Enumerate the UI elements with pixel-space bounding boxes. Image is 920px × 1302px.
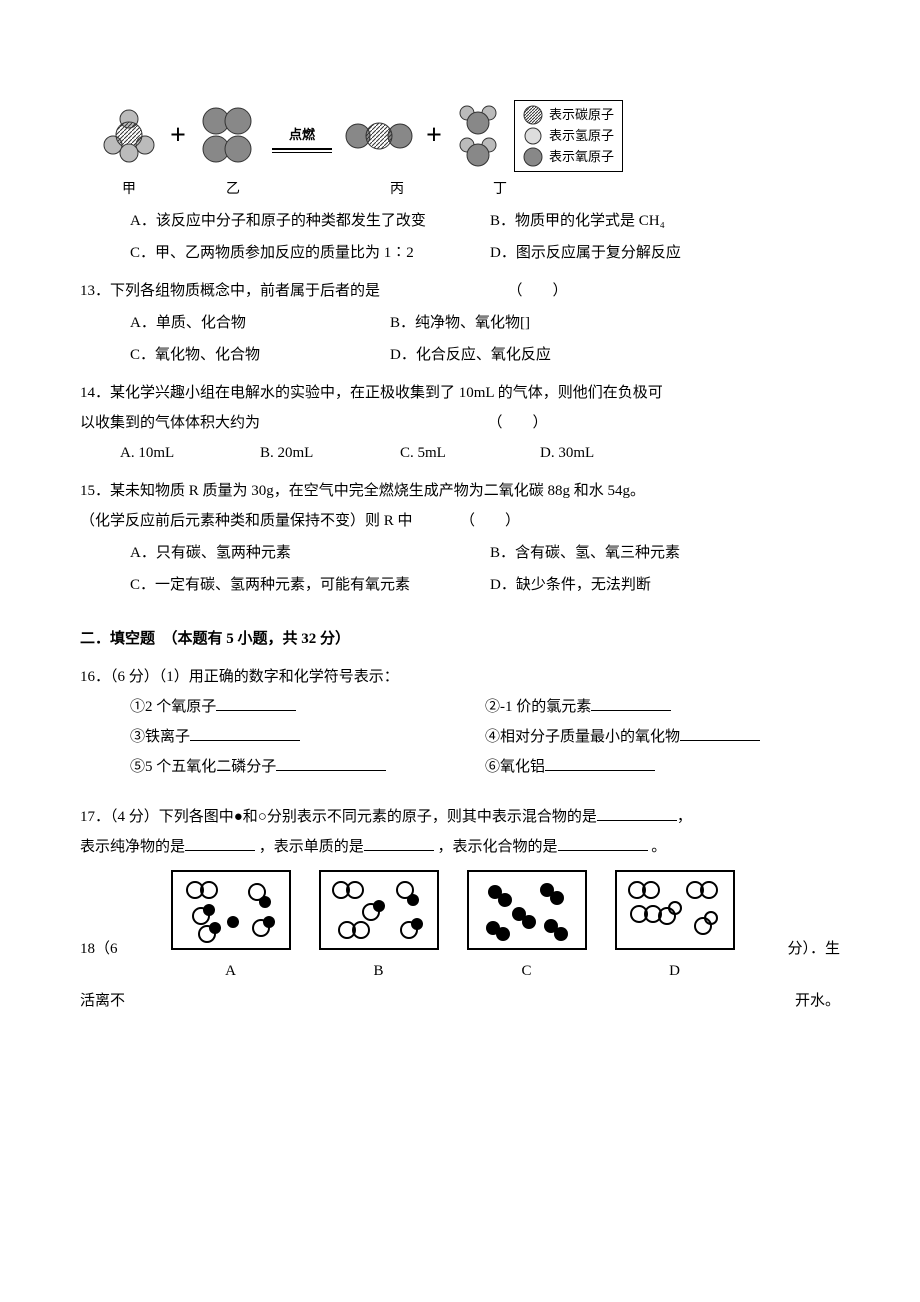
molecule-labels: 甲 乙 丙 丁 bbox=[80, 176, 840, 204]
q15-opt-c: C．一定有碳、氢两种元素，可能有氧元素 bbox=[130, 570, 490, 600]
q16-blank3[interactable] bbox=[190, 723, 300, 741]
q12-opt-d: D．图示反应属于复分解反应 bbox=[490, 238, 681, 268]
hydrogen-atom-icon bbox=[523, 126, 543, 146]
q16-i2: ②-1 价的氯元素 bbox=[485, 699, 591, 715]
q16-i1: ①2 个氧原子 bbox=[130, 699, 216, 715]
diagram-b-label: B bbox=[373, 956, 383, 986]
legend-box: 表示碳原子 表示氢原子 表示氧原子 bbox=[514, 100, 623, 172]
molecule-ding bbox=[454, 105, 502, 167]
q18-prefix: 18（6 bbox=[80, 934, 118, 986]
q14-stem-1: 14．某化学兴趣小组在电解水的实验中，在正极收集到了 10mL 的气体，则他们在… bbox=[80, 378, 840, 408]
q14-opt-b: B. 20mL bbox=[260, 438, 400, 468]
q16-i5: ⑤5 个五氧化二磷分子 bbox=[130, 759, 276, 775]
q16: 16．（6 分）（1）用正确的数字和化学符号表示： ①2 个氧原子 ②-1 价的… bbox=[80, 662, 840, 782]
h2o-double-icon bbox=[454, 105, 502, 167]
diagram-c-label: C bbox=[521, 956, 531, 986]
q18-line2a: 活离不 bbox=[80, 986, 125, 1016]
molecule-bing bbox=[344, 118, 414, 154]
diagram-d: D bbox=[615, 870, 735, 986]
legend-hydrogen: 表示氢原子 bbox=[549, 126, 614, 147]
q15: 15．某未知物质 R 质量为 30g，在空气中完全燃烧生成产物为二氧化碳 88g… bbox=[80, 476, 840, 600]
diagram-d-label: D bbox=[669, 956, 680, 986]
co2-icon bbox=[344, 118, 414, 154]
element-d-icon bbox=[617, 872, 733, 948]
diagram-c: C bbox=[467, 870, 587, 986]
q14-opt-a: A. 10mL bbox=[120, 438, 260, 468]
q13: 13．下列各组物质概念中，前者属于后者的是 （ ） A．单质、化合物 B．纯净物… bbox=[80, 276, 840, 370]
diagram-a-label: A bbox=[225, 956, 236, 986]
q17-blank2[interactable] bbox=[185, 833, 255, 851]
q12-opt-a: A．该反应中分子和原子的种类都发生了改变 bbox=[130, 206, 490, 236]
q13-opt-c: C．氧化物、化合物 bbox=[130, 340, 390, 370]
q14: 14．某化学兴趣小组在电解水的实验中，在正极收集到了 10mL 的气体，则他们在… bbox=[80, 378, 840, 468]
q18-row1: 18（6 A bbox=[80, 870, 840, 986]
q16-stem: 16．（6 分）（1）用正确的数字和化学符号表示： bbox=[80, 662, 840, 692]
q13-opt-b: B．纯净物、氧化物[] bbox=[390, 308, 530, 338]
q16-i3: ③铁离子 bbox=[130, 729, 190, 745]
q17-blank1[interactable] bbox=[597, 803, 677, 821]
q17-comma1: ， bbox=[677, 809, 692, 825]
q17-blank3[interactable] bbox=[364, 833, 434, 851]
plus-sign-2: + bbox=[426, 108, 442, 164]
q13-stem: 13．下列各组物质概念中，前者属于后者的是 bbox=[80, 283, 380, 299]
legend-oxygen: 表示氧原子 bbox=[549, 147, 614, 168]
q16-blank2[interactable] bbox=[591, 693, 671, 711]
q16-blank4[interactable] bbox=[680, 723, 760, 741]
q16-blank1[interactable] bbox=[216, 693, 296, 711]
q12-opt-b: B．物质甲的化学式是 CH₄ bbox=[490, 206, 665, 236]
q17-blank4[interactable] bbox=[558, 833, 648, 851]
q15-opt-b: B．含有碳、氢、氧三种元素 bbox=[490, 538, 680, 568]
q13-paren: （ ） bbox=[508, 276, 568, 306]
label-jia: 甲 bbox=[100, 176, 158, 204]
q18-suffix1: 分）．生 bbox=[787, 934, 840, 986]
q12-opt-c: C．甲、乙两物质参加反应的质量比为 1∶2 bbox=[130, 238, 490, 268]
q14-opt-c: C. 5mL bbox=[400, 438, 540, 468]
plus-sign: + bbox=[170, 108, 186, 164]
ch4-icon bbox=[100, 107, 158, 165]
q16-blank5[interactable] bbox=[276, 753, 386, 771]
q17-diagrams: A B bbox=[118, 870, 788, 986]
q13-opt-d: D．化合反应、氧化反应 bbox=[390, 340, 551, 370]
reaction-arrow: 点燃 bbox=[272, 122, 332, 150]
q13-opt-a: A．单质、化合物 bbox=[130, 308, 390, 338]
q17-stem-1: 17．（4 分）下列各图中●和○分别表示不同元素的原子，则其中表示混合物的是 bbox=[80, 809, 597, 825]
oxygen-atom-icon bbox=[523, 147, 543, 167]
q17-stem-3: ，表示单质的是 bbox=[259, 839, 364, 855]
element-c-icon bbox=[469, 872, 585, 948]
mixture-a-icon bbox=[173, 872, 289, 948]
reaction-diagram: + 点燃 + bbox=[80, 100, 840, 172]
q14-opt-d: D. 30mL bbox=[540, 438, 594, 468]
q15-stem-2: （化学反应前后元素种类和质量保持不变）则 R 中 bbox=[80, 513, 413, 529]
q14-stem-2: 以收集到的气体体积大约为 bbox=[80, 415, 260, 431]
q12-options: A．该反应中分子和原子的种类都发生了改变 B．物质甲的化学式是 CH₄ C．甲、… bbox=[80, 206, 840, 268]
q18-line2b: 开水。 bbox=[795, 986, 840, 1016]
q15-stem-1: 15．某未知物质 R 质量为 30g，在空气中完全燃烧生成产物为二氧化碳 88g… bbox=[80, 476, 840, 506]
legend-carbon: 表示碳原子 bbox=[549, 105, 614, 126]
label-yi: 乙 bbox=[202, 176, 264, 204]
diagram-b: B bbox=[319, 870, 439, 986]
q14-paren: （ ） bbox=[488, 408, 548, 438]
molecule-jia bbox=[100, 107, 158, 165]
q16-i6: ⑥氧化铝 bbox=[485, 759, 545, 775]
q17-stem-4: ，表示化合物的是 bbox=[438, 839, 558, 855]
q15-paren: （ ） bbox=[460, 506, 520, 536]
q15-opt-a: A．只有碳、氢两种元素 bbox=[130, 538, 490, 568]
mixture-b-icon bbox=[321, 872, 437, 948]
q15-opt-d: D．缺少条件，无法判断 bbox=[490, 570, 651, 600]
carbon-atom-icon bbox=[523, 105, 543, 125]
arrow-label: 点燃 bbox=[289, 122, 315, 148]
q16-blank6[interactable] bbox=[545, 753, 655, 771]
q17: 17．（4 分）下列各图中●和○分别表示不同元素的原子，则其中表示混合物的是， … bbox=[80, 802, 840, 862]
o2-double-icon bbox=[198, 105, 260, 167]
q17-period: 。 bbox=[651, 839, 666, 855]
q16-i4: ④相对分子质量最小的氧化物 bbox=[485, 729, 680, 745]
diagram-a: A bbox=[171, 870, 291, 986]
label-ding: 丁 bbox=[476, 176, 524, 204]
molecule-yi bbox=[198, 105, 260, 167]
section2-header: 二．填空题 （本题有 5 小题，共 32 分） bbox=[80, 624, 840, 654]
label-bing: 丙 bbox=[362, 176, 432, 204]
q17-stem-2: 表示纯净物的是 bbox=[80, 839, 185, 855]
q18-row2: 活离不 开水。 bbox=[80, 986, 840, 1016]
